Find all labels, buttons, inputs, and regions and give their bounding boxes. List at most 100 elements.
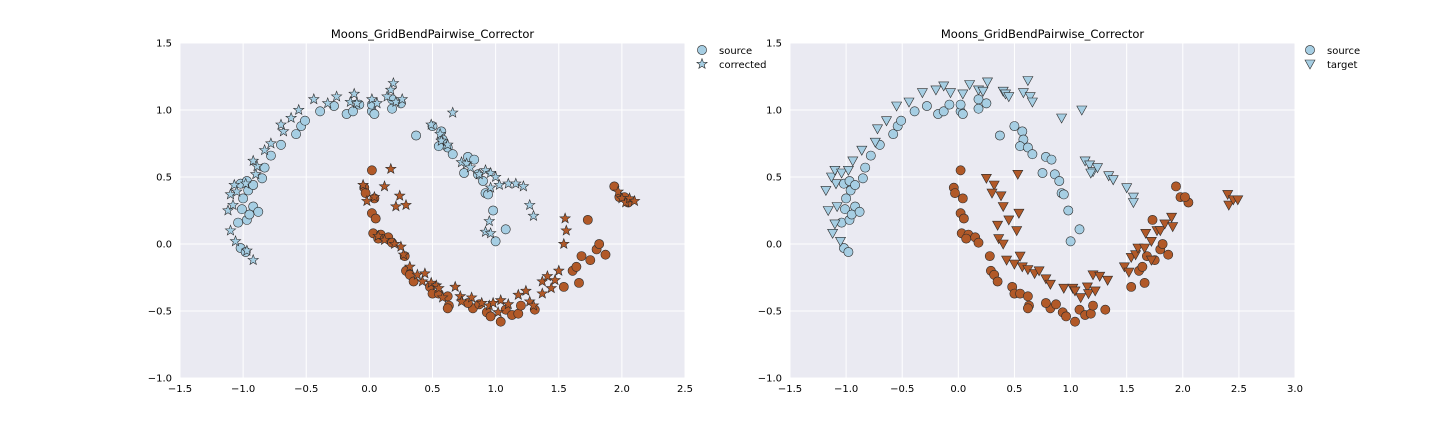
target-point-blue	[820, 186, 832, 197]
source-point-blue	[1049, 169, 1060, 180]
corrected-point-blue	[230, 185, 243, 197]
source-point-blue	[909, 106, 920, 117]
target-point-blue	[930, 85, 942, 96]
source-point-blue	[411, 130, 421, 141]
corrected-point-orange	[628, 194, 641, 207]
target-point-orange	[1011, 226, 1023, 237]
corrected-point-orange	[492, 306, 505, 318]
target-point-blue	[830, 179, 842, 190]
source-point-orange	[1100, 304, 1111, 315]
chart-title: Moons_GridBendPairwise_Corrector	[941, 27, 1145, 41]
x-tick-label: −1.0	[834, 384, 858, 395]
source-point-blue	[922, 101, 932, 111]
source-point-orange	[1041, 298, 1051, 308]
source-point-blue	[248, 180, 259, 190]
y-tick-label: 0.5	[156, 173, 172, 184]
legend-item-source: source	[697, 45, 752, 57]
legend-item-source: source	[1305, 45, 1360, 57]
x-tick-label: 3.0	[1287, 384, 1303, 395]
corrected-point-orange	[612, 185, 625, 197]
corrected-point-blue	[523, 198, 536, 211]
y-tick-label: −0.5	[148, 307, 172, 318]
target-point-orange	[988, 180, 1000, 191]
target-point-orange	[1145, 237, 1157, 247]
corrected-point-blue	[224, 224, 237, 236]
corrected-point-orange	[475, 296, 488, 309]
x-tick-label: 2.5	[677, 384, 693, 395]
corrected-point-orange	[403, 260, 416, 272]
target-point-orange	[1123, 267, 1135, 278]
target-point-orange	[1167, 222, 1179, 233]
corrected-point-blue	[384, 83, 397, 95]
legend-marker-star	[696, 57, 708, 70]
legend-marker-circle	[1305, 45, 1315, 55]
corrected-point-blue	[387, 76, 400, 89]
source-point-orange	[516, 300, 526, 311]
source-point-blue	[1009, 121, 1020, 131]
source-point-blue	[265, 150, 276, 161]
source-point-blue	[1046, 154, 1057, 165]
target-point-orange	[1166, 212, 1178, 223]
target-point-blue	[871, 124, 884, 135]
target-point-blue	[822, 206, 834, 217]
corrected-point-orange	[425, 276, 438, 288]
source-point-orange	[366, 165, 377, 176]
source-point-orange	[485, 311, 496, 322]
legend-corrected-marker	[696, 57, 708, 70]
source-point-blue	[488, 205, 498, 216]
corrected-point-orange	[455, 295, 468, 307]
target-point-orange	[1223, 200, 1235, 211]
y-tick-label: −1.0	[758, 374, 782, 385]
corrected-point-orange	[465, 291, 478, 303]
corrected-point-blue	[350, 97, 363, 109]
corrected-point-orange	[536, 275, 549, 287]
target-point-blue	[981, 77, 994, 88]
target-point-blue	[1024, 92, 1036, 103]
source-point-orange	[1139, 277, 1150, 288]
target-point-orange	[1140, 229, 1152, 239]
source-point-blue	[1065, 236, 1076, 247]
corrected-point-orange	[519, 284, 532, 296]
x-tick-label: 1.0	[488, 384, 504, 395]
corrected-point-blue	[381, 90, 394, 102]
corrected-point-blue	[275, 118, 287, 130]
corrected-point-blue	[493, 178, 506, 191]
target-point-blue	[834, 237, 847, 247]
target-point-blue	[1091, 163, 1104, 174]
source-point-blue	[478, 176, 488, 186]
target-point-blue	[847, 156, 859, 167]
source-point-blue	[843, 247, 854, 257]
corrected-point-orange	[436, 291, 449, 303]
target-point-orange	[1118, 262, 1130, 273]
target-point-orange	[1014, 251, 1026, 262]
corrected-point-orange	[527, 299, 540, 311]
target-point-orange	[1159, 219, 1171, 230]
corrected-point-blue	[344, 95, 357, 108]
corrected-point-orange	[397, 248, 410, 260]
target-point-blue	[869, 137, 881, 148]
source-point-blue	[276, 139, 286, 150]
source-point-blue	[387, 103, 397, 114]
target-point-orange	[1154, 226, 1166, 237]
legend-label: target	[1327, 60, 1357, 71]
legend-label: corrected	[719, 60, 767, 71]
source-point-blue	[348, 106, 358, 117]
corrected-point-orange	[400, 198, 412, 211]
legend-target-marker	[1304, 59, 1316, 70]
left-scatter-panel: Moons_GridBendPairwise_Corrector −1.5 −1.…	[148, 27, 767, 395]
source-point-orange	[1085, 308, 1096, 319]
corrected-point-orange	[545, 281, 558, 294]
source-point-orange	[957, 193, 968, 204]
source-point-blue	[995, 130, 1005, 141]
source-point-blue	[840, 204, 850, 215]
source-point-blue	[459, 168, 469, 178]
corrected-point-blue	[240, 244, 253, 256]
corrected-point-blue	[348, 87, 361, 99]
target-point-orange	[980, 174, 992, 184]
corrected-point-orange	[393, 189, 406, 201]
source-point-blue	[369, 109, 380, 119]
corrected-point-orange	[389, 200, 402, 212]
source-point-orange	[1070, 316, 1080, 327]
source-point-orange	[360, 188, 371, 198]
target-point-blue	[977, 86, 989, 97]
